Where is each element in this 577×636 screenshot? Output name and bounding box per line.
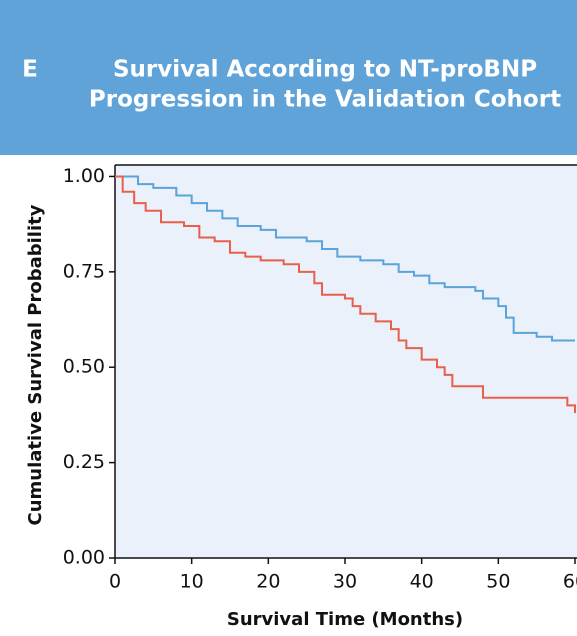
header-band <box>0 0 577 155</box>
y-axis-label: Cumulative Survival Probability <box>25 204 46 525</box>
y-tick-label: 0.00 <box>63 547 105 569</box>
y-tick-label: 0.75 <box>63 260 105 282</box>
chart-title: Progression in the Validation Cohort <box>89 87 561 113</box>
chart-title: Survival According to NT-proBNP <box>113 57 537 83</box>
survival-curve <box>115 175 576 414</box>
x-axis-label: Survival Time (Months) <box>227 609 463 630</box>
y-tick-label: 1.00 <box>63 165 105 187</box>
x-tick-label: 0 <box>109 571 121 593</box>
x-tick-label: 30 <box>333 571 357 593</box>
x-tick-label: 40 <box>410 571 434 593</box>
x-tick-label: 20 <box>256 571 280 593</box>
y-tick-label: 0.25 <box>63 451 105 473</box>
panel-label: E <box>22 57 38 83</box>
x-tick-label: 50 <box>486 571 510 593</box>
x-tick-label: 60 <box>563 571 577 593</box>
x-tick-label: 10 <box>180 571 204 593</box>
y-tick-label: 0.50 <box>63 356 105 378</box>
plot-area <box>115 165 577 558</box>
survival-curve <box>115 175 575 342</box>
